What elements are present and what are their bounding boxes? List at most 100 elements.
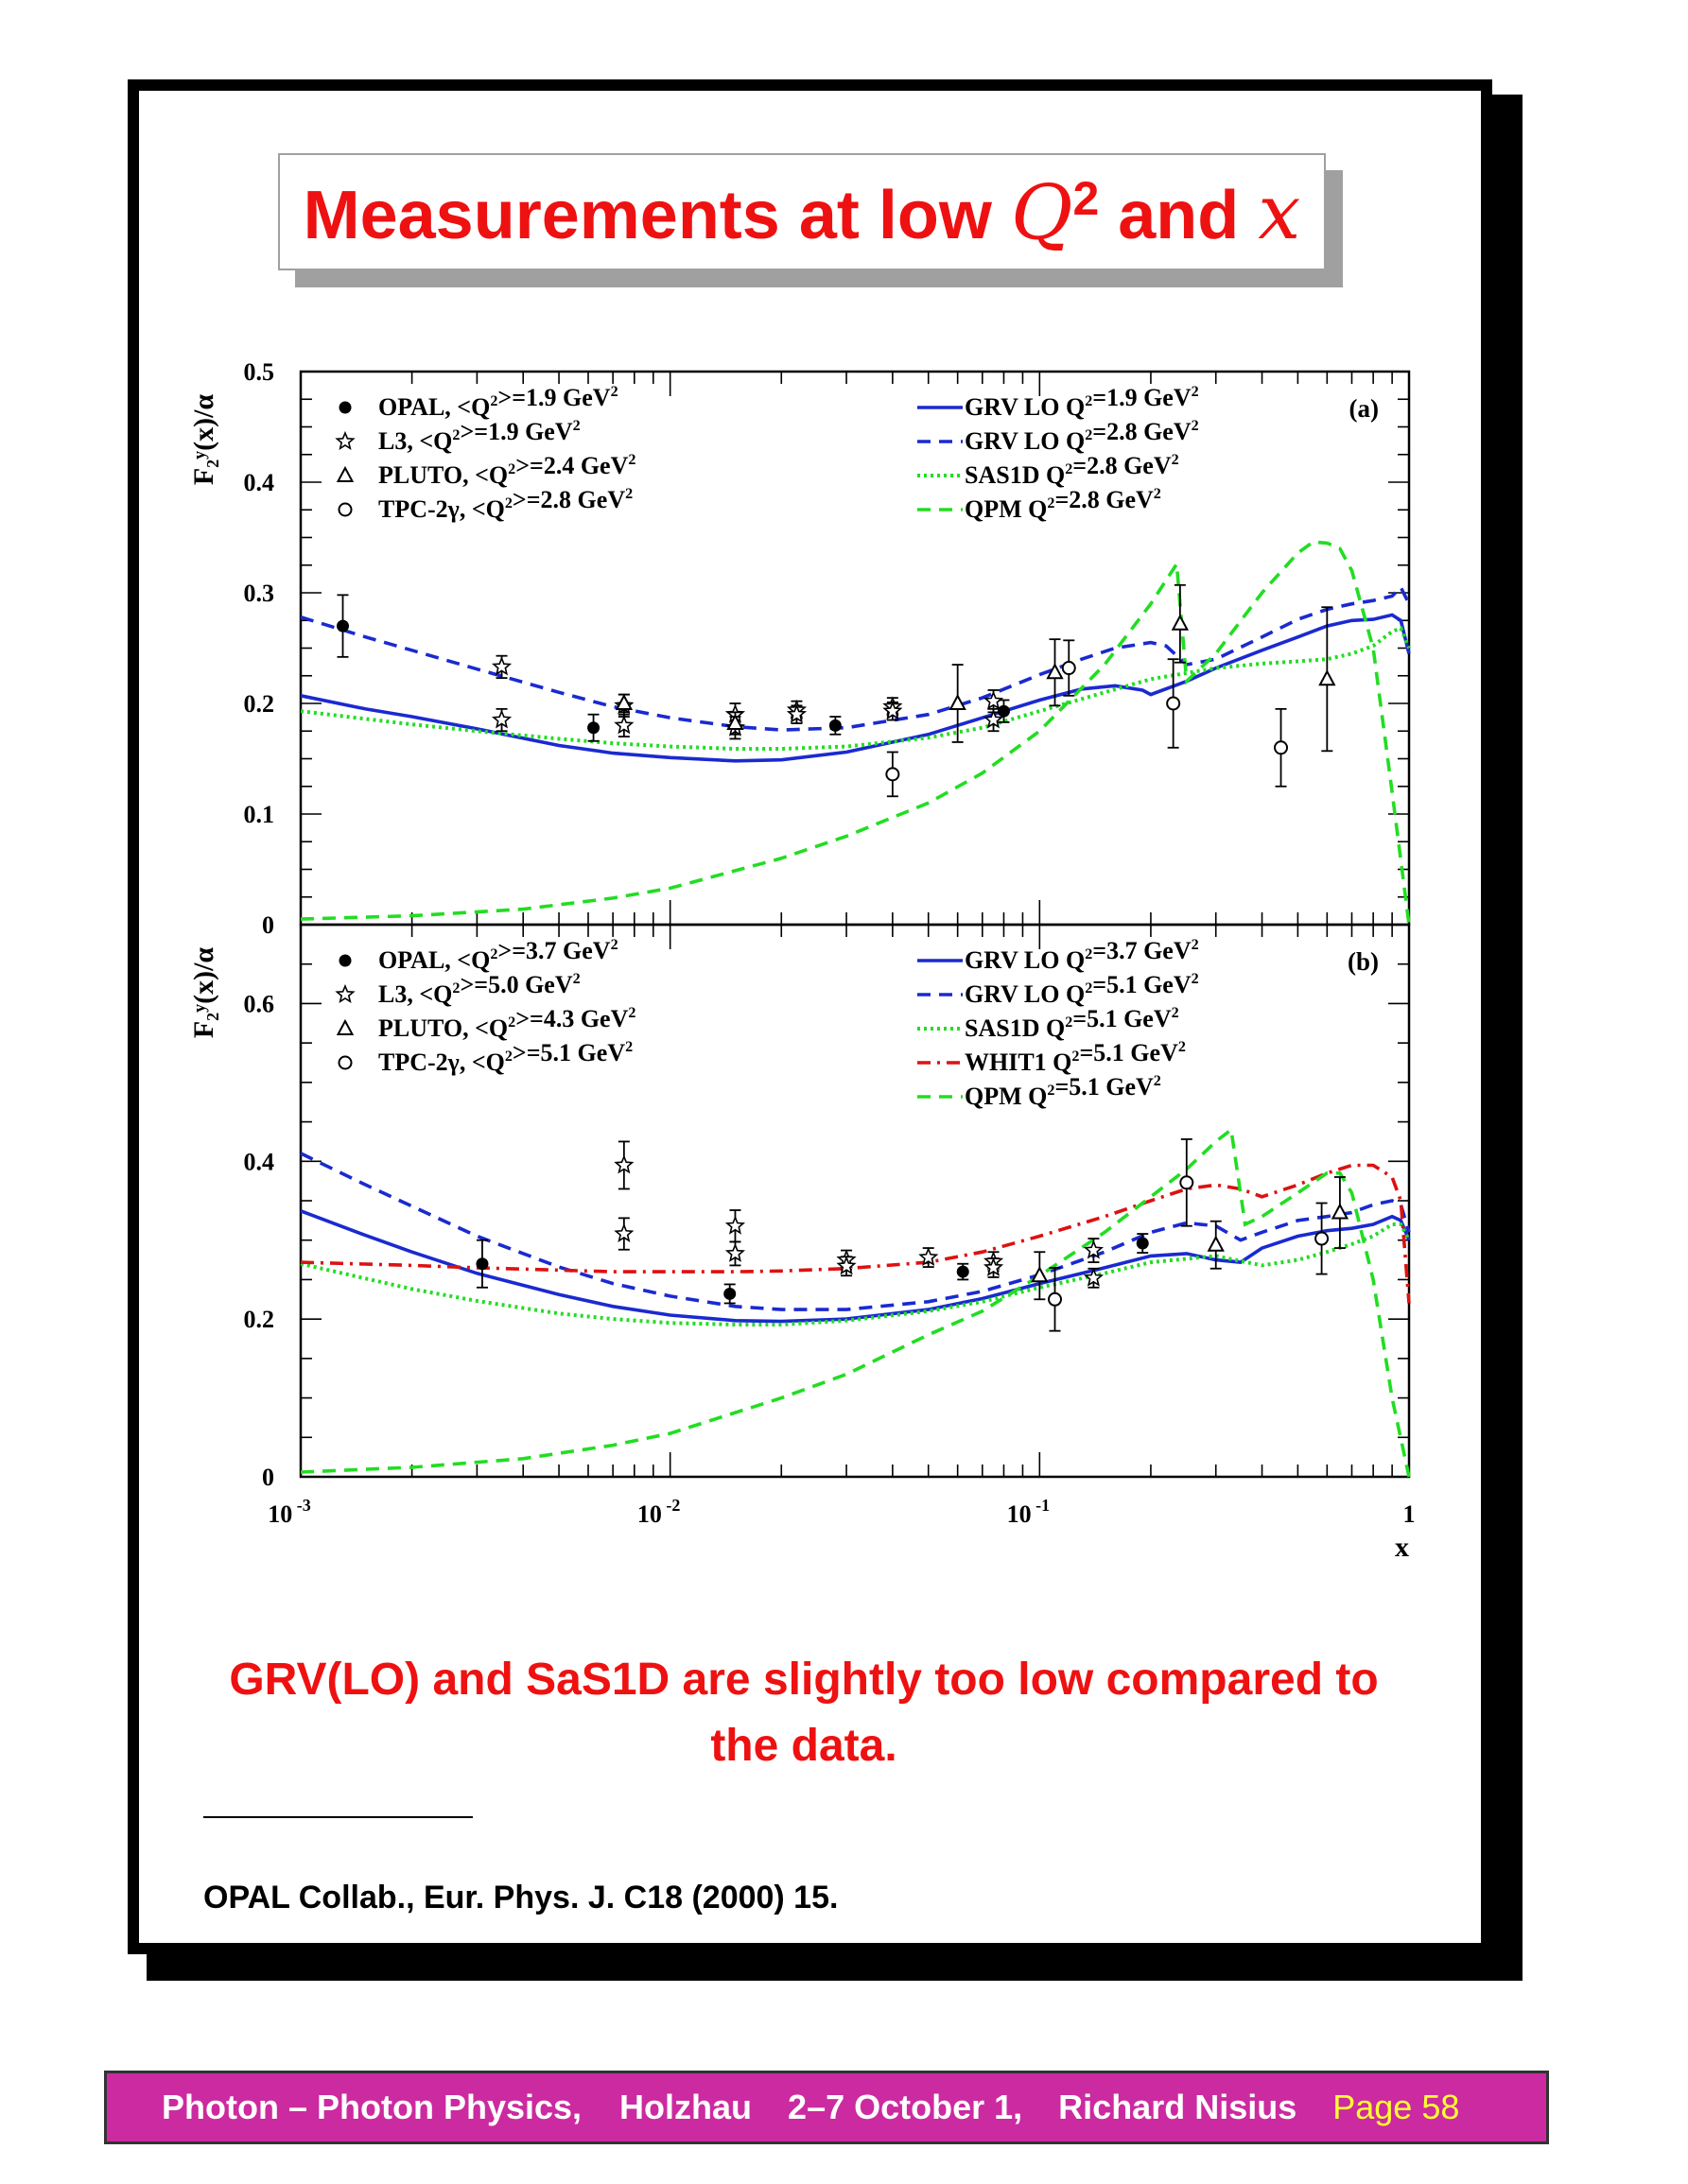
legend-entry: PLUTO, <Q2>=2.4 GeV2: [378, 452, 635, 489]
data-point: [956, 1265, 969, 1278]
x-tick-label: 10 -2: [637, 1496, 681, 1528]
legend-entry: SAS1D Q2=2.8 GeV2: [965, 452, 1179, 489]
title-mid: and: [1099, 177, 1259, 253]
data-point: [726, 713, 744, 731]
legend-entry: OPAL, <Q2>=1.9 GeV2: [378, 384, 618, 421]
caption: GRV(LO) and SaS1D are slightly too low c…: [229, 1655, 1379, 1771]
data-point: [836, 1256, 857, 1275]
title-prefix: Measurements at low: [303, 177, 1011, 253]
data-point: [983, 690, 1004, 710]
data-point: [1083, 1267, 1105, 1287]
footer-page: Page 58: [1332, 2088, 1460, 2126]
x-tick-label: 1: [1403, 1500, 1416, 1528]
slide-frame: [128, 79, 1492, 1954]
legend-marker: [336, 465, 355, 482]
y-axis-label: F₂ʸ(x)/α: [188, 947, 219, 1039]
data-point: [1331, 1203, 1349, 1220]
data-point: [614, 715, 635, 735]
data-point: [492, 709, 513, 729]
title-exp: 2: [1072, 171, 1100, 225]
legend-entry: GRV LO Q2=5.1 GeV2: [965, 971, 1199, 1008]
data-point: [587, 721, 600, 735]
legend-marker: [338, 502, 353, 517]
legend-entry: GRV LO Q2=1.9 GeV2: [965, 384, 1199, 421]
legend-entry: TPC-2γ, <Q2>=2.8 GeV2: [378, 486, 633, 523]
data-point: [882, 701, 903, 720]
data-point: [885, 767, 900, 782]
footnote-rule: [203, 1816, 473, 1818]
x-tick-label: 10 -3: [268, 1496, 311, 1528]
data-point: [948, 693, 966, 710]
title-box: Measurements at low Q2 and x: [278, 153, 1326, 270]
curve-dashed: [300, 1126, 1411, 1478]
data-point: [614, 1154, 635, 1174]
data-point: [1031, 1266, 1049, 1283]
y-tick-label: 0: [262, 911, 274, 939]
x-axis-label: x: [1395, 1532, 1409, 1563]
y-tick-label: 0.4: [244, 469, 275, 496]
data-point: [723, 1287, 737, 1300]
data-point: [615, 693, 634, 710]
curve-dashed: [300, 584, 1411, 732]
legend-entry: WHIT1 Q2=5.1 GeV2: [965, 1039, 1186, 1076]
legend-entry: GRV LO Q2=3.7 GeV2: [965, 937, 1199, 974]
data-point: [997, 704, 1010, 718]
title-q: Q: [1010, 167, 1073, 256]
data-point: [476, 1257, 489, 1271]
data-point: [491, 656, 513, 676]
title-x: x: [1258, 167, 1301, 256]
data-point: [1166, 696, 1181, 711]
legend-marker: [336, 1018, 355, 1035]
legend-marker: [335, 430, 356, 451]
legend-marker: [335, 983, 356, 1004]
legend-entry: QPM Q2=5.1 GeV2: [965, 1073, 1161, 1110]
y-tick-label: 0.2: [244, 1306, 275, 1333]
data-point: [1061, 661, 1076, 676]
data-point: [1083, 1239, 1105, 1259]
legend-entry: PLUTO, <Q2>=4.3 GeV2: [378, 1005, 635, 1042]
panel-label: (b): [1348, 947, 1379, 976]
data-point: [724, 1215, 746, 1235]
reference: OPAL Collab., Eur. Phys. J. C18 (2000) 1…: [203, 1880, 839, 1915]
curve-dotted: [300, 625, 1411, 751]
legend-entry: GRV LO Q2=2.8 GeV2: [965, 418, 1199, 455]
footer-author: Richard Nisius: [1058, 2088, 1297, 2126]
legend-entry: SAS1D Q2=5.1 GeV2: [965, 1005, 1179, 1042]
y-tick-label: 0.6: [244, 990, 275, 1017]
y-tick-label: 0.1: [244, 801, 275, 828]
data-point: [828, 719, 842, 732]
data-point: [1048, 1291, 1063, 1307]
legend-entry: TPC-2γ, <Q2>=5.1 GeV2: [378, 1039, 633, 1076]
panel-a: 0 0.1 0.2 0.3 0.4 0.5 F₂ʸ(x)/α (a) OPAL, <Q2>=1.…: [188, 358, 1411, 939]
y-tick-label: 0: [262, 1464, 274, 1491]
data-point: [1274, 740, 1289, 755]
curve-solid: [300, 613, 1411, 763]
curve-dotted: [300, 1222, 1411, 1326]
legend-entry: QPM Q2=2.8 GeV2: [965, 486, 1161, 523]
data-point: [614, 1222, 635, 1243]
data-point: [1179, 1175, 1194, 1190]
legend-marker: [339, 954, 352, 967]
y-axis-label: F₂ʸ(x)/α: [188, 394, 219, 486]
curve-solid: [300, 1209, 1411, 1324]
data-point: [724, 1242, 746, 1262]
legend-marker: [339, 401, 352, 414]
y-tick-label: 0.3: [244, 580, 275, 607]
footer-bar: Photon – Photon Physics, Holzhau 2–7 Oct…: [104, 2071, 1549, 2144]
slide-title: Measurements at low Q2 and x: [304, 168, 1301, 256]
data-point: [1136, 1237, 1149, 1250]
footer-dates: 2–7 October 1,: [788, 2088, 1023, 2126]
y-tick-label: 0.2: [244, 690, 275, 718]
data-point: [918, 1247, 939, 1266]
y-tick-label: 0.5: [244, 358, 275, 386]
curve-dashed: [300, 540, 1411, 926]
data-point: [786, 703, 808, 723]
data-point: [1318, 669, 1336, 686]
x-tick-label: 10 -1: [1007, 1496, 1051, 1528]
footer-place: Holzhau: [619, 2088, 753, 2126]
data-point: [1171, 614, 1190, 631]
curve-dashed: [300, 1152, 1411, 1311]
data-point: [337, 619, 350, 633]
legend-entry: L3, <Q2>=5.0 GeV2: [378, 971, 581, 1008]
